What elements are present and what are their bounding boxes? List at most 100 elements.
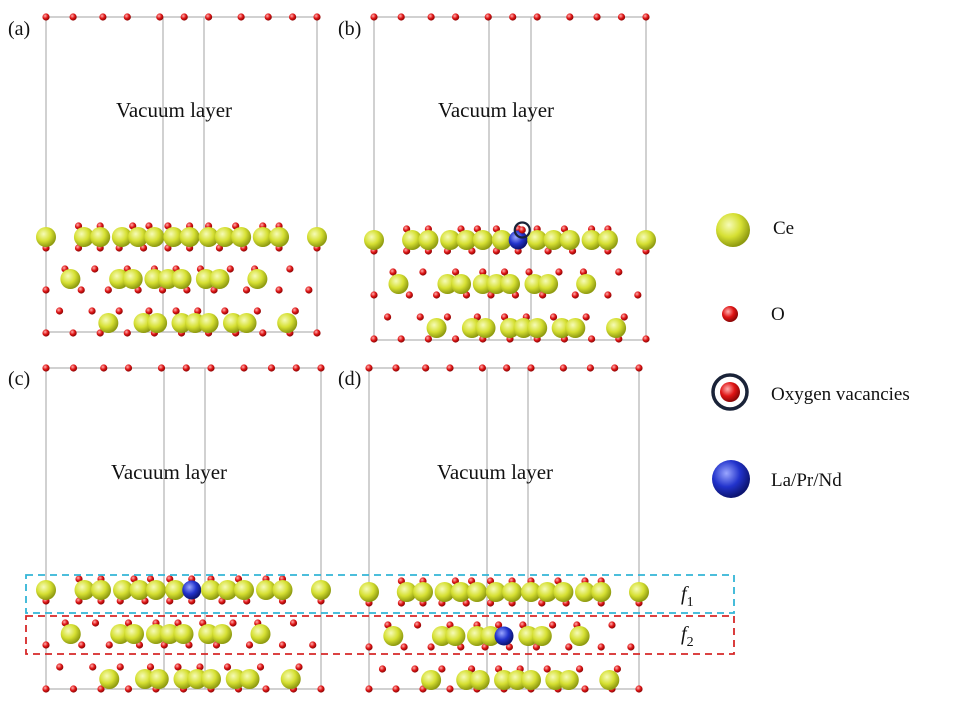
o-atom-b-2-6: [555, 268, 563, 276]
ce-atom-d-0-10: [553, 582, 574, 602]
ce-atom-a-2-0: [98, 313, 119, 333]
o-atom-c-2-1: [91, 619, 100, 627]
ce-atom-b-0-4: [456, 230, 477, 250]
ce-atom-b-0-11: [581, 230, 602, 250]
o-atom-d-3-0: [365, 643, 373, 651]
o-atom-top-a-8: [264, 13, 272, 21]
o-atom-top-d-6: [527, 364, 535, 372]
o-atom-d-3-8: [597, 643, 605, 651]
ce-atom-c-2-4: [187, 669, 208, 689]
region-label-f1: f1: [681, 583, 694, 610]
o-atom-d-2-6: [549, 621, 557, 629]
o-atom-top-a-3: [123, 13, 131, 21]
o-atom-b-2-1: [419, 268, 427, 276]
ce-atom-a-0-4: [128, 227, 149, 247]
ce-atom-c-1-8: [250, 624, 271, 644]
o-atom-top-a-6: [205, 13, 213, 21]
ce-atom-b-0-0: [364, 230, 384, 250]
panel-label-b: (b): [338, 18, 361, 40]
o-atom-b-4-2: [443, 313, 452, 321]
ce-atom-c-2-5: [201, 669, 221, 689]
o-atom-d-3-1: [400, 643, 408, 651]
o-atom-c-5-1: [69, 685, 78, 693]
o-atom-top-b-7: [566, 13, 574, 21]
o-atom-top-b-1: [397, 13, 405, 21]
ce-atom-a-1-7: [209, 269, 230, 289]
legend-label-dopant: La/Pr/Nd: [771, 470, 842, 491]
o-atom-b-3-2: [432, 291, 441, 299]
ce-atom-a-0-11: [252, 227, 273, 247]
ce-atom-d-0-13: [629, 582, 649, 602]
o-atom-b-4-7: [582, 313, 590, 321]
ce-atom-b-0-9: [543, 230, 564, 250]
ce-atom-a-0-3: [111, 227, 132, 247]
o-atom-top-c-2: [100, 364, 108, 372]
vacuum-layer-label-c: Vacuum layer: [111, 460, 227, 484]
o-atom-top-c-9: [292, 364, 300, 372]
ce-atom-d-0-11: [575, 582, 595, 602]
o-atom-top-c-8: [267, 364, 276, 372]
o-atom-c-5-0: [42, 685, 50, 693]
o-atom-top-d-9: [611, 364, 619, 372]
ce-atom-a-1-5: [171, 269, 192, 289]
ce-atom-a-0-1: [73, 227, 94, 247]
o-atom-c-4-7: [256, 663, 265, 671]
o-atom-d-4-2: [438, 665, 446, 673]
o-atom-a-5-0: [42, 329, 50, 337]
o-atom-d-5-0: [365, 685, 373, 693]
ce-atom-d-2-0: [421, 670, 442, 690]
o-atom-a-2-6: [226, 265, 234, 273]
ce-atom-c-0-12: [272, 580, 293, 600]
o-atom-b-2-7: [579, 268, 588, 276]
o-atom-top-c-5: [182, 364, 190, 372]
ce-atom-b-0-2: [418, 230, 439, 250]
o-atom-b-2-8: [615, 268, 623, 276]
o-atom-d-3-9: [627, 643, 635, 651]
o-atom-c-4-8: [295, 663, 303, 671]
ce-atom-c-0-5: [146, 580, 166, 600]
legend-icons: [711, 213, 750, 498]
ce-atom-b-1-8: [576, 274, 597, 294]
figure-text: (a) (b) (c) (d) Vacuum layer Vacuum laye…: [8, 18, 910, 650]
o-atom-a-4-8: [291, 307, 299, 315]
o-atom-top-a-10: [313, 13, 321, 21]
ce-atom-d-1-7: [531, 626, 552, 646]
ce-atom-a-0-12: [269, 227, 290, 247]
o-atom-top-a-1: [69, 13, 77, 21]
ce-atom-a-0-5: [144, 227, 165, 247]
ce-atom-a-2-2: [147, 313, 168, 333]
oxygen-vacancy-atom: [518, 226, 526, 234]
ce-atom-c-0-9: [217, 580, 238, 600]
o-atom-top-d-1: [392, 364, 400, 372]
legend-o-icon: [722, 306, 738, 322]
region-f2-box: [25, 615, 735, 655]
ce-atom-a-0-7: [179, 227, 200, 247]
dopant-atom-c: [182, 580, 202, 600]
ce-atom-d-0-6: [485, 582, 506, 602]
ce-atom-d-1-4: [480, 626, 501, 646]
o-atom-c-4-1: [89, 663, 97, 671]
o-atom-d-3-7: [565, 643, 573, 651]
legend-label-vacancy: Oxygen vacancies: [771, 384, 910, 405]
ce-atom-c-1-0: [60, 624, 81, 644]
ce-atom-c-2-1: [135, 669, 155, 689]
panel-label-a: (a): [8, 18, 30, 40]
ce-atom-c-2-6: [225, 669, 246, 689]
o-atom-top-b-9: [617, 13, 626, 21]
ce-atom-c-0-2: [91, 580, 111, 600]
ce-atom-b-0-5: [472, 230, 493, 250]
o-atom-a-5-2: [96, 329, 104, 337]
o-atom-a-3-2: [104, 286, 112, 294]
atoms-panel-a: [36, 13, 327, 337]
dopant-atom-b: [508, 230, 528, 250]
o-atom-b-5-8: [588, 335, 596, 343]
ce-atom-c-1-7: [212, 624, 232, 644]
ce-atom-c-0-8: [201, 580, 221, 600]
ce-atom-b-0-8: [527, 230, 548, 250]
o-atom-top-b-5: [509, 13, 517, 21]
ce-atom-b-2-8: [606, 318, 627, 338]
atoms-panel-d: [359, 364, 649, 693]
o-atom-c-3-2: [105, 641, 113, 649]
ce-atom-a-1-8: [247, 269, 268, 289]
o-atom-d-3-5: [505, 643, 513, 651]
